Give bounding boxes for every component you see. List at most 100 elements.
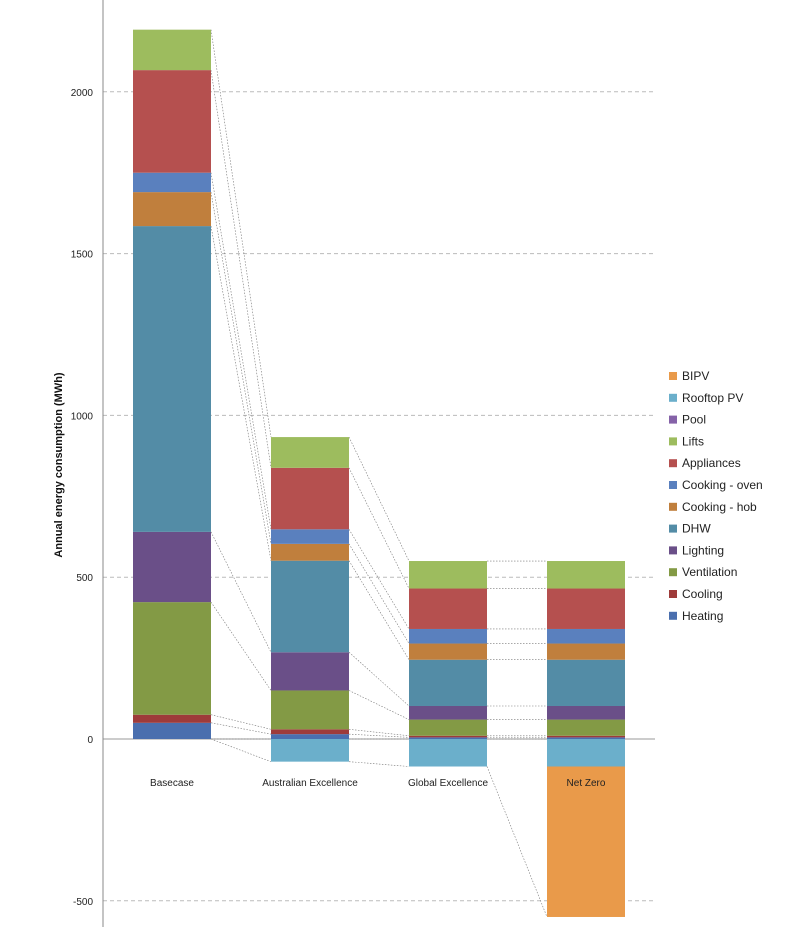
legend-swatch — [669, 502, 677, 511]
legend-item: Appliances — [669, 456, 741, 470]
legend-swatch — [669, 415, 677, 424]
legend-item: Lighting — [669, 543, 724, 557]
legend-label: DHW — [682, 522, 711, 536]
bar-segment — [547, 588, 625, 629]
bar-segment — [409, 737, 487, 739]
category-label: Global Excellence — [408, 778, 488, 789]
connector-line — [210, 722, 272, 735]
bar-segment — [547, 766, 625, 917]
y-tick-label: 1000 — [71, 411, 94, 422]
connector-line — [348, 761, 410, 767]
legend-item: Rooftop PV — [669, 391, 743, 405]
bar-segment — [271, 734, 349, 739]
bar-segment — [133, 722, 211, 739]
bar-segment — [133, 531, 211, 603]
legend-label: Heating — [682, 609, 723, 623]
bar-segment — [271, 543, 349, 561]
bar-segment — [271, 437, 349, 468]
connector-line — [210, 226, 272, 561]
bar-segment — [547, 735, 625, 738]
bar-segment — [271, 529, 349, 544]
connector-line — [210, 70, 272, 468]
connector-line — [348, 690, 410, 720]
bar-segment — [409, 705, 487, 720]
legend-swatch — [669, 590, 677, 598]
y-tick-label: 0 — [87, 735, 93, 746]
bar-segment — [409, 628, 487, 644]
bar-segment — [547, 737, 625, 739]
legend-label: Rooftop PV — [682, 391, 743, 405]
bar-segment — [547, 628, 625, 644]
bar-segment — [409, 735, 487, 738]
bar-segment — [409, 561, 487, 589]
connector-line — [348, 728, 410, 737]
connector-line — [210, 601, 272, 691]
legend-item: Cooking - hob — [669, 500, 757, 514]
category-labels: Basecase Australian Excellence Global Exce… — [150, 778, 606, 789]
bar-segment — [271, 690, 349, 730]
legend-label: Cooking - hob — [682, 500, 757, 514]
connector-line — [210, 738, 272, 762]
bar-segment — [271, 729, 349, 735]
legend-label: Lighting — [682, 543, 724, 557]
connector-line — [486, 766, 548, 918]
y-tick-labels: -500 0 500 1000 1500 2000 — [71, 88, 94, 908]
legend-label: Cooling — [682, 587, 723, 601]
bar-segment — [133, 192, 211, 227]
bar-segment — [133, 172, 211, 193]
bar-segment — [547, 659, 625, 706]
legend-item: Pool — [669, 413, 706, 427]
connector-line — [210, 714, 272, 730]
bar-segment — [547, 705, 625, 720]
legend-item: Cooling — [669, 587, 723, 601]
y-tick-label: 2000 — [71, 88, 94, 99]
bar-segment — [547, 561, 625, 589]
y-tick-label: -500 — [73, 897, 93, 908]
legend-item: Lifts — [669, 434, 704, 448]
connector-line — [348, 560, 410, 660]
category-label: Net Zero — [567, 778, 606, 789]
connector-line — [348, 467, 410, 589]
legend-label: Pool — [682, 413, 706, 427]
legend-swatch — [669, 393, 677, 402]
connector-line — [348, 652, 410, 707]
legend: BIPV Rooftop PV Pool Lifts Appliances Cooking… — [669, 369, 763, 623]
bar-segment — [547, 719, 625, 736]
bar-segment — [133, 602, 211, 715]
legend-swatch — [669, 546, 677, 555]
bar-segment — [409, 659, 487, 706]
connector-lines — [210, 29, 548, 918]
bar-segment — [133, 70, 211, 173]
legend-swatch — [669, 372, 677, 380]
connector-line — [348, 543, 410, 644]
bar-segment — [409, 588, 487, 629]
legend-swatch — [669, 459, 677, 468]
legend-label: Appliances — [682, 456, 741, 470]
legend-item: Ventilation — [669, 565, 737, 579]
y-tick-label: 1500 — [71, 250, 94, 261]
connector-line — [348, 733, 410, 738]
y-tick-label: 500 — [76, 573, 93, 584]
category-label: Basecase — [150, 778, 194, 789]
bar-segment — [271, 560, 349, 653]
legend-swatch — [669, 611, 677, 620]
connector-line — [348, 436, 410, 562]
bars — [133, 29, 625, 917]
legend-swatch — [669, 437, 677, 446]
connector-line — [210, 192, 272, 544]
bar-segment — [271, 467, 349, 530]
bar-segment — [133, 226, 211, 532]
legend-item: Cooking - oven — [669, 478, 763, 492]
category-label: Australian Excellence — [262, 778, 358, 789]
legend-label: Cooking - oven — [682, 478, 763, 492]
legend-swatch — [669, 481, 677, 489]
legend-label: Lifts — [682, 434, 704, 448]
connector-line — [210, 531, 272, 653]
bar-segment — [547, 739, 625, 767]
bar-segment — [133, 714, 211, 723]
bar-segment — [409, 739, 487, 767]
connector-line — [210, 29, 272, 438]
legend-swatch — [669, 568, 677, 577]
legend-label: Ventilation — [682, 565, 737, 579]
